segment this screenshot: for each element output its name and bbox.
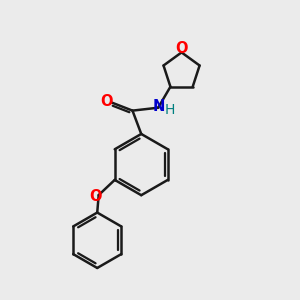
Text: O: O xyxy=(89,189,101,204)
Text: O: O xyxy=(100,94,113,109)
Text: H: H xyxy=(165,103,175,117)
Text: N: N xyxy=(152,99,165,114)
Text: O: O xyxy=(175,41,188,56)
